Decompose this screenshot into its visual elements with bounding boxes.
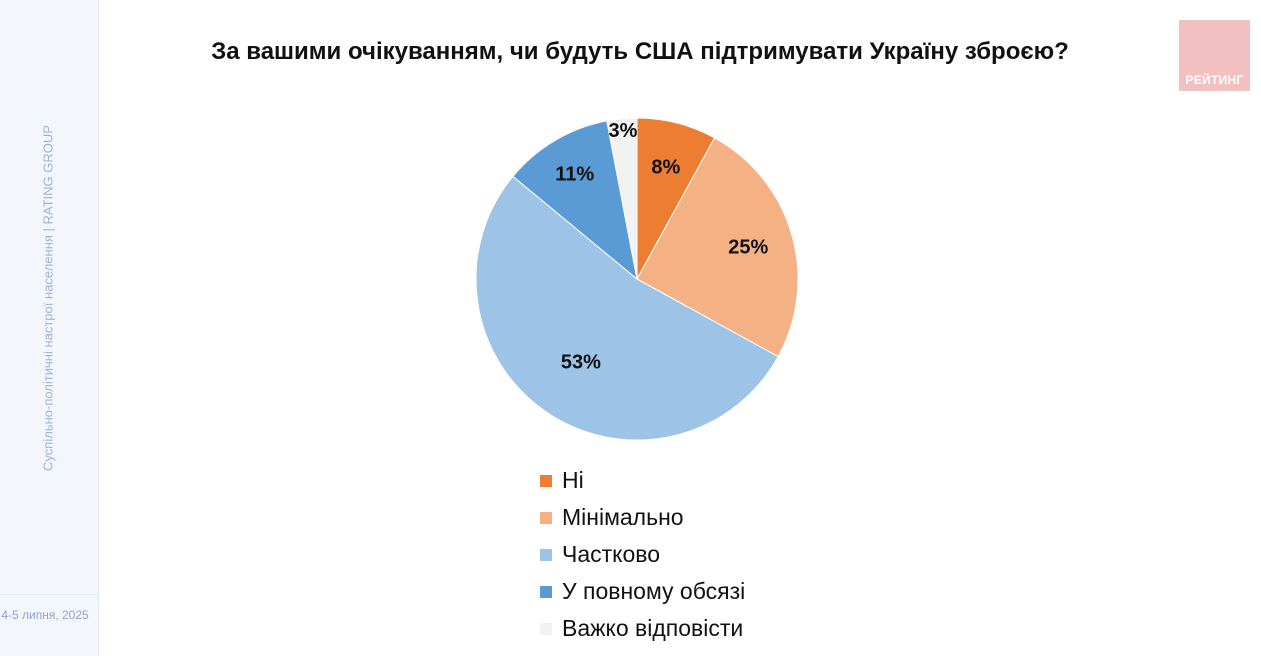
legend-label: Важко відповісти: [562, 615, 744, 641]
legend-item: Частково: [540, 536, 745, 573]
legend-swatch: [540, 474, 552, 487]
legend-label: У повному обсязі: [562, 578, 746, 604]
slice-data-label: 8%: [651, 157, 680, 179]
pie-slice-3: [475, 175, 779, 441]
pie-slice-2: [636, 137, 799, 358]
slice-data-label: 11%: [555, 164, 594, 186]
legend-item: У повному обсязі: [540, 573, 745, 610]
legend-item: Ні: [540, 462, 745, 499]
legend-label: Мінімально: [562, 504, 684, 530]
sidebar: Суспільно-політичні настрої населення | …: [0, 0, 99, 656]
slice-data-label: 53%: [561, 352, 601, 374]
legend-label: Ні: [562, 467, 584, 493]
pie-slice-4: [512, 120, 638, 281]
sidebar-divider: [0, 594, 98, 595]
legend-swatch: [540, 511, 552, 524]
legend-swatch: [540, 622, 552, 635]
legend-swatch: [540, 585, 552, 598]
legend-item: Важко відповісти: [540, 610, 745, 647]
pie-slice-5: [606, 117, 638, 280]
chart-title: За вашими очікуванням, чи будуть США під…: [211, 38, 1069, 65]
logo-text: РЕЙТИНГ: [1185, 73, 1244, 87]
chart-legend: Ні Мінімально Частково У повному обсязі Важк…: [540, 462, 745, 647]
legend-swatch: [540, 548, 552, 561]
legend-label: Частково: [562, 541, 661, 567]
slice-data-label: 3%: [608, 120, 637, 142]
rating-logo: РЕЙТИНГ: [1179, 20, 1250, 91]
sidebar-date: 4-5 липня, 2025: [1, 608, 89, 622]
legend-item: Мінімально: [540, 499, 745, 536]
slice-data-label: 25%: [728, 237, 768, 259]
